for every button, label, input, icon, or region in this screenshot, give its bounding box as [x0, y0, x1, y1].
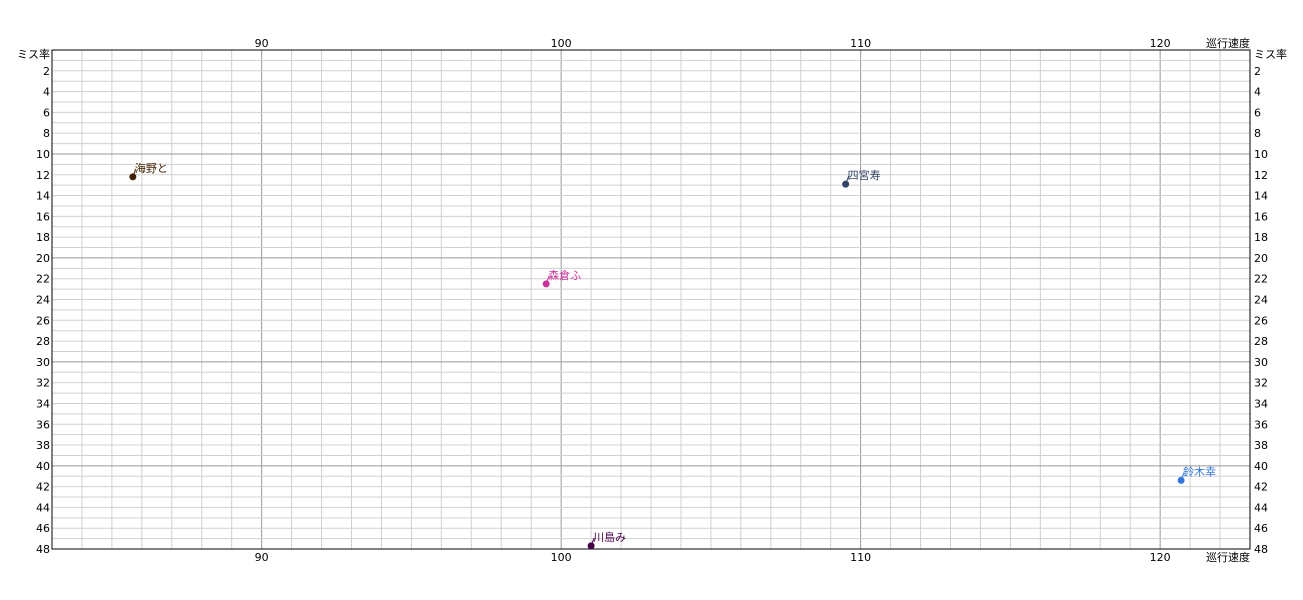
y-tick-label-left: 10: [36, 148, 50, 161]
x-axis-label-top: 巡行速度: [1206, 36, 1250, 50]
y-tick-label-right: 4: [1254, 86, 1261, 99]
data-point-label: 海野と: [135, 161, 168, 175]
x-tick-label-top: 100: [551, 37, 572, 50]
y-tick-label-right: 46: [1254, 522, 1268, 535]
y-tick-label-left: 46: [36, 522, 50, 535]
y-tick-label-right: 22: [1254, 273, 1268, 286]
x-tick-label-bottom: 120: [1150, 551, 1171, 564]
y-tick-label-left: 2: [43, 65, 50, 78]
y-tick-label-left: 44: [36, 501, 50, 514]
x-axis-label-bottom: 巡行速度: [1206, 550, 1250, 564]
data-point: [129, 173, 137, 181]
x-tick-label-bottom: 100: [551, 551, 572, 564]
y-tick-label-left: 48: [36, 543, 50, 556]
y-tick-label-right: 8: [1254, 127, 1261, 140]
data-point-label: 四宮寿: [848, 168, 881, 182]
data-point: [842, 180, 850, 188]
y-tick-label-right: 16: [1254, 210, 1268, 223]
y-tick-label-left: 24: [36, 294, 50, 307]
y-tick-label-left: 38: [36, 439, 50, 452]
y-tick-label-left: 42: [36, 481, 50, 494]
y-tick-label-left: 14: [36, 190, 50, 203]
grid: [51, 50, 1250, 549]
y-tick-label-right: 26: [1254, 314, 1268, 327]
x-tick-label-bottom: 90: [255, 551, 269, 564]
y-tick-label-left: 30: [36, 356, 50, 369]
y-tick-label-right: 38: [1254, 439, 1268, 452]
y-tick-label-right: 18: [1254, 231, 1268, 244]
data-point: [1177, 476, 1185, 484]
y-tick-label-left: 8: [43, 127, 50, 140]
y-tick-label-left: 32: [36, 377, 50, 390]
y-tick-label-right: 20: [1254, 252, 1268, 265]
y-tick-label-right: 36: [1254, 418, 1268, 431]
y-tick-label-right: 44: [1254, 501, 1268, 514]
y-tick-label-right: 32: [1254, 377, 1268, 390]
y-axis-label-left: ミス率: [17, 47, 50, 61]
y-tick-label-left: 12: [36, 169, 50, 182]
y-tick-label-right: 48: [1254, 543, 1268, 556]
y-tick-label-right: 24: [1254, 294, 1268, 307]
data-point: [587, 542, 595, 550]
y-tick-label-left: 26: [36, 314, 50, 327]
y-tick-label-left: 20: [36, 252, 50, 265]
y-tick-label-right: 40: [1254, 460, 1268, 473]
y-tick-label-right: 34: [1254, 397, 1268, 410]
y-tick-label-right: 28: [1254, 335, 1268, 348]
data-point: [542, 280, 550, 288]
y-tick-label-left: 18: [36, 231, 50, 244]
y-tick-label-left: 22: [36, 273, 50, 286]
y-tick-label-left: 6: [43, 106, 50, 119]
y-tick-label-right: 14: [1254, 190, 1268, 203]
x-tick-label-bottom: 110: [850, 551, 871, 564]
data-point-label: 森倉ふ: [548, 268, 581, 282]
plot-border: [51, 49, 1251, 550]
y-tick-label-right: 2: [1254, 65, 1261, 78]
x-tick-label-top: 110: [850, 37, 871, 50]
data-point-label: 川島み: [593, 530, 626, 544]
y-tick-label-right: 6: [1254, 106, 1261, 119]
data-point-label: 鈴木幸: [1183, 464, 1216, 478]
y-tick-label-right: 30: [1254, 356, 1268, 369]
y-tick-label-left: 40: [36, 460, 50, 473]
y-axis-label-right: ミス率: [1254, 47, 1287, 61]
y-tick-label-left: 34: [36, 397, 50, 410]
y-tick-label-right: 12: [1254, 169, 1268, 182]
y-tick-label-right: 42: [1254, 481, 1268, 494]
y-tick-label-left: 28: [36, 335, 50, 348]
y-tick-label-right: 10: [1254, 148, 1268, 161]
x-tick-label-top: 90: [255, 37, 269, 50]
y-tick-label-left: 4: [43, 86, 50, 99]
y-tick-label-left: 16: [36, 210, 50, 223]
y-tick-label-left: 36: [36, 418, 50, 431]
x-tick-label-top: 120: [1150, 37, 1171, 50]
